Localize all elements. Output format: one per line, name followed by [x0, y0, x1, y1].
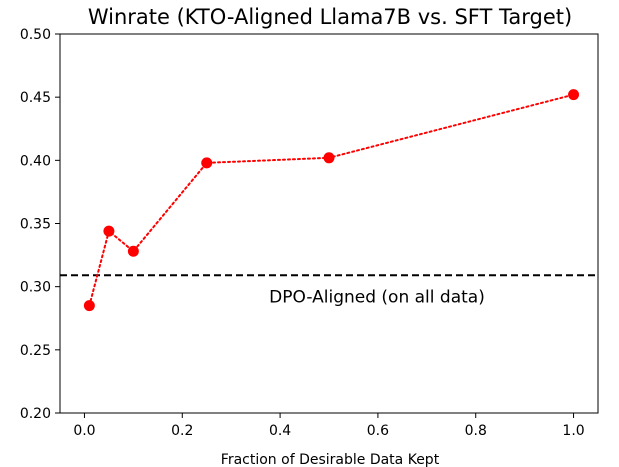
data-point	[83, 300, 95, 312]
series-layer	[83, 89, 580, 312]
data-point	[201, 157, 213, 169]
y-axis: 0.20 0.25 0.30 0.35 0.40 0.45 0.50	[20, 27, 60, 422]
data-point	[103, 225, 115, 237]
series-line	[88, 93, 575, 307]
y-tick-label: 0.35	[20, 217, 51, 233]
x-tick-label: 1.0	[562, 423, 584, 439]
x-tick-label: 0.6	[367, 423, 389, 439]
reference-layer: DPO-Aligned (on all data)	[60, 274, 598, 307]
data-point	[127, 245, 139, 257]
y-tick-label: 0.45	[20, 90, 51, 106]
plot-frame	[59, 33, 599, 414]
chart-title: Winrate (KTO-Aligned Llama7B vs. SFT Tar…	[88, 5, 572, 29]
data-point	[568, 89, 580, 101]
x-axis: 0.0 0.2 0.4 0.6 0.8 1.0	[73, 413, 585, 439]
x-tick-label: 0.2	[171, 423, 193, 439]
reference-line-label: DPO-Aligned (on all data)	[269, 287, 485, 307]
x-axis-label: Fraction of Desirable Data Kept	[221, 452, 440, 467]
y-tick-label: 0.25	[20, 343, 51, 359]
y-tick-label: 0.50	[20, 27, 51, 43]
y-tick-label: 0.30	[20, 280, 51, 296]
x-tick-label: 0.0	[73, 423, 95, 439]
y-tick-label: 0.20	[20, 406, 51, 422]
y-tick-label: 0.40	[20, 153, 51, 169]
data-point	[323, 152, 335, 164]
x-tick-label: 0.8	[465, 423, 487, 439]
x-tick-label: 0.4	[269, 423, 291, 439]
